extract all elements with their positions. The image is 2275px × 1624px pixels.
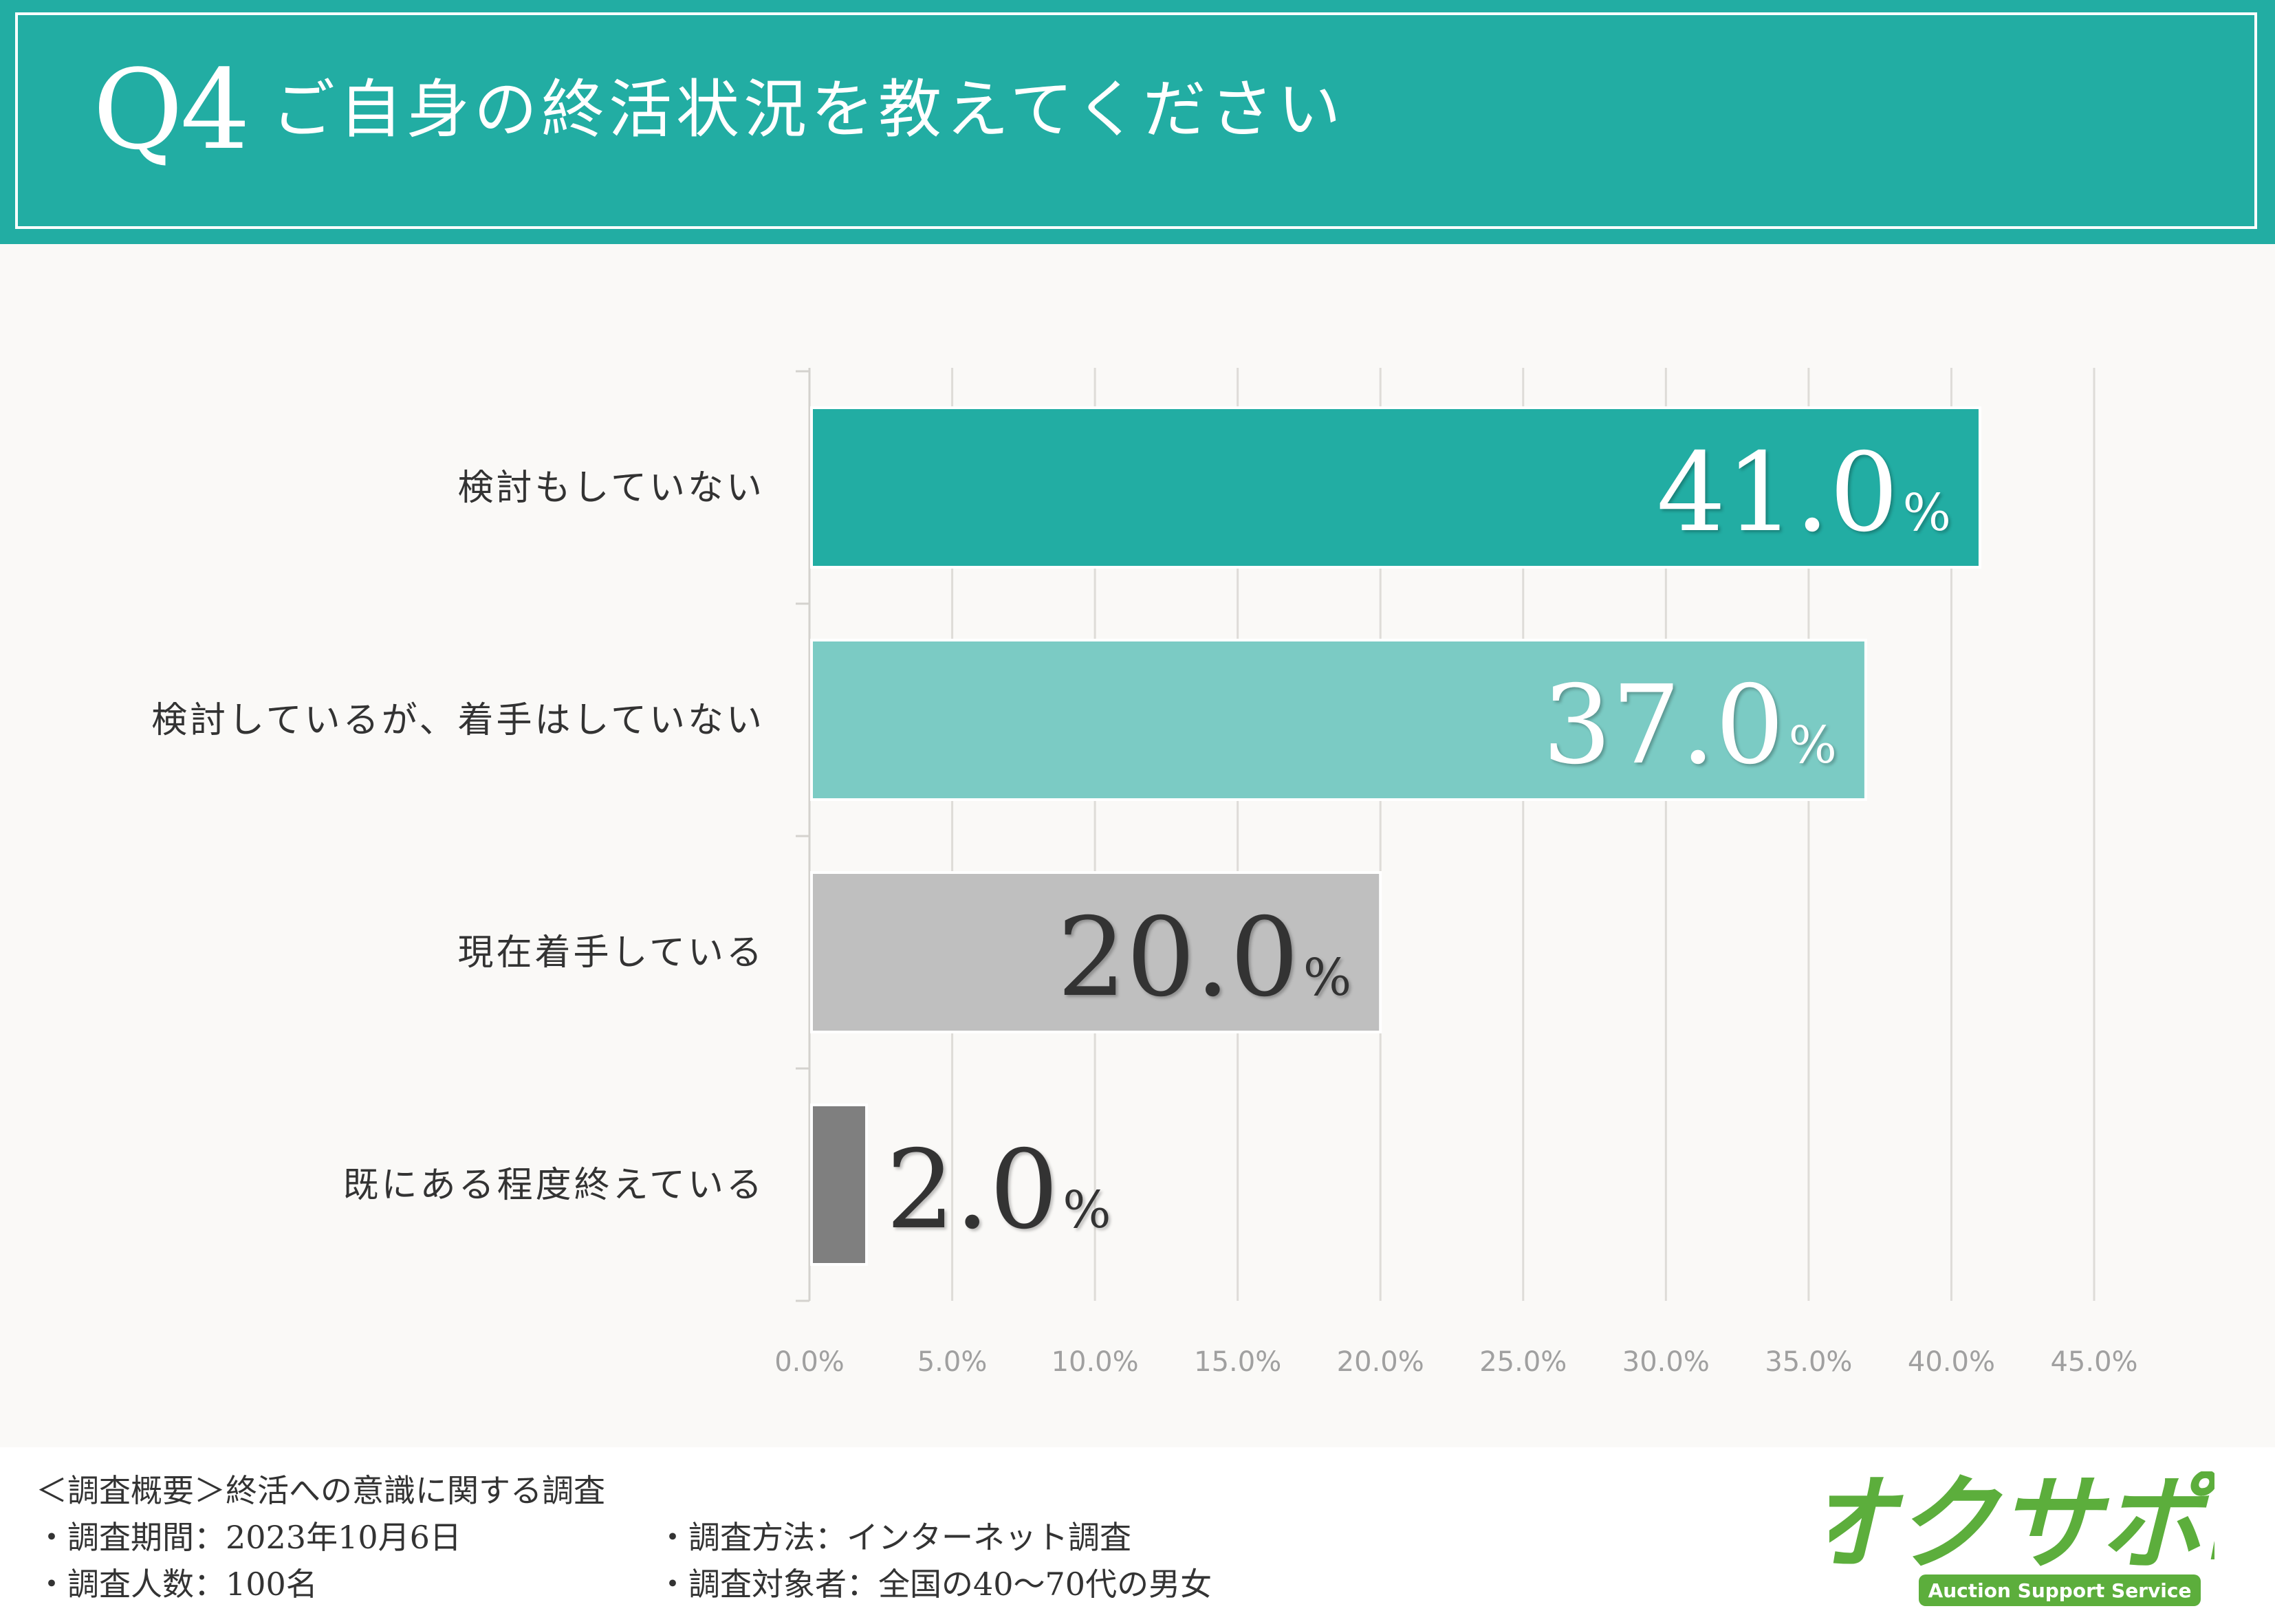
category-label: 現在着手している [458, 932, 765, 974]
survey-count: ・調査人数：100名 [36, 1566, 318, 1603]
survey-method: ・調査方法：インターネット調査 [657, 1519, 1131, 1556]
logo-wordmark: オクサポ! [1829, 1471, 2214, 1584]
bar [810, 871, 1382, 1033]
logo-tagline: Auction Support Service [1928, 1579, 2192, 1602]
x-tick-label: 40.0% [1908, 1346, 1995, 1378]
x-tick-label: 45.0% [2050, 1346, 2137, 1378]
header-banner: Q4 ご自身の終活状況を教えてください [0, 0, 2275, 244]
category-label: 既にある程度終えている [343, 1165, 765, 1206]
x-tick-label: 20.0% [1337, 1346, 1424, 1378]
footer: ＜調査概要＞終活への意識に関する調査 ・調査期間：2023年10月6日 ・調査方… [0, 1447, 2275, 1624]
logo-tagline-bg [1919, 1574, 2201, 1606]
data-label: 20.0% [1057, 895, 1351, 1021]
bar [810, 1104, 869, 1266]
okusapo-logo: オクサポ! Auction Support Service [1829, 1471, 2214, 1606]
x-tick-label: 15.0% [1194, 1346, 1281, 1378]
data-label: 41.0% [1657, 430, 1951, 556]
category-label: 検討しているが、着手はしていない [151, 700, 765, 741]
x-tick-label: 30.0% [1622, 1346, 1710, 1378]
survey-target: ・調査対象者：全国の40〜70代の男女 [657, 1566, 1212, 1603]
header-frame [15, 12, 2257, 229]
question-number: Q4 [93, 45, 250, 174]
x-tick-label: 10.0% [1052, 1346, 1139, 1378]
bar-chart: 0.0% 5.0% 10.0% 15.0% 20.0% 25.0% 30.0% 35.0% 40… [151, 368, 2138, 1378]
data-label: 2.0% [886, 1127, 1111, 1253]
x-tick-label: 0.0% [774, 1346, 845, 1378]
bar [810, 639, 1867, 801]
survey-overview: ＜調査概要＞終活への意識に関する調査 [36, 1472, 605, 1509]
bar [810, 406, 1981, 569]
x-tick-label: 5.0% [917, 1346, 988, 1378]
question-title: ご自身の終活状況を教えてください [272, 73, 1345, 146]
x-tick-label: 25.0% [1479, 1346, 1567, 1378]
x-tick-label: 35.0% [1765, 1346, 1852, 1378]
data-label: 37.0% [1543, 662, 1837, 789]
category-label: 検討もしていない [458, 468, 765, 509]
survey-period: ・調査期間：2023年10月6日 [36, 1519, 461, 1556]
